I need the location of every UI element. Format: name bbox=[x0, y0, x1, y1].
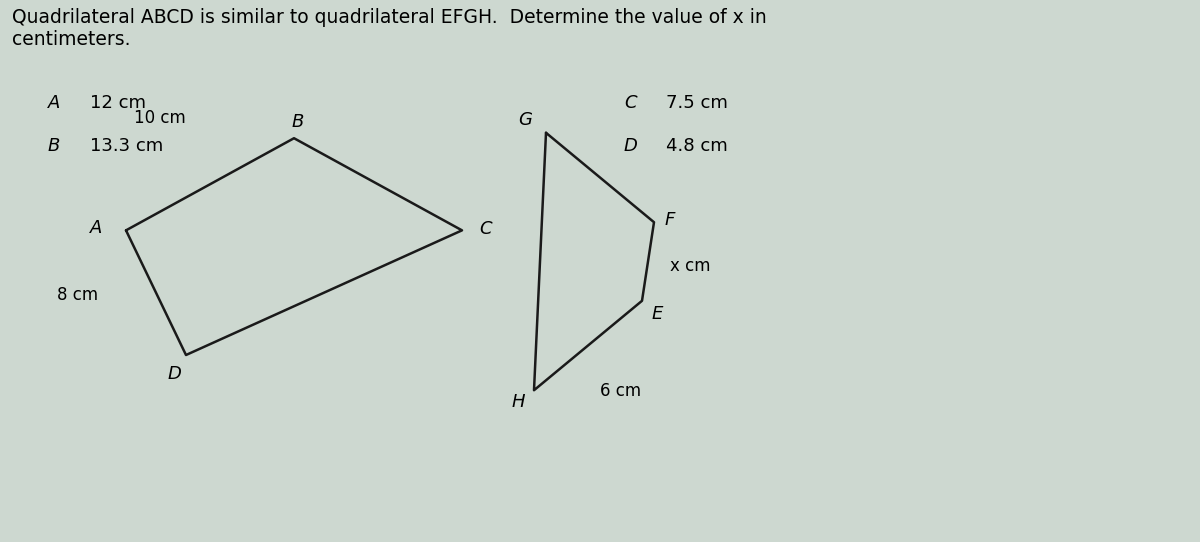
Text: C: C bbox=[480, 220, 492, 238]
Text: 13.3 cm: 13.3 cm bbox=[90, 137, 163, 156]
Text: E: E bbox=[652, 305, 664, 324]
Text: 6 cm: 6 cm bbox=[600, 382, 641, 400]
Text: A: A bbox=[48, 94, 60, 112]
Text: D: D bbox=[624, 137, 638, 156]
Text: H: H bbox=[511, 393, 526, 411]
Text: B: B bbox=[48, 137, 60, 156]
Text: C: C bbox=[624, 94, 637, 112]
Text: x cm: x cm bbox=[670, 256, 710, 275]
Text: F: F bbox=[665, 210, 674, 229]
Text: Quadrilateral ABCD is similar to quadrilateral EFGH.  Determine the value of x i: Quadrilateral ABCD is similar to quadril… bbox=[12, 8, 767, 49]
Text: 7.5 cm: 7.5 cm bbox=[666, 94, 728, 112]
Text: 4.8 cm: 4.8 cm bbox=[666, 137, 727, 156]
Text: 10 cm: 10 cm bbox=[134, 109, 186, 127]
Text: D: D bbox=[167, 365, 181, 383]
Text: A: A bbox=[90, 218, 102, 237]
Text: 8 cm: 8 cm bbox=[58, 286, 98, 305]
Text: G: G bbox=[518, 111, 533, 130]
Text: B: B bbox=[292, 113, 304, 131]
Text: 12 cm: 12 cm bbox=[90, 94, 146, 112]
